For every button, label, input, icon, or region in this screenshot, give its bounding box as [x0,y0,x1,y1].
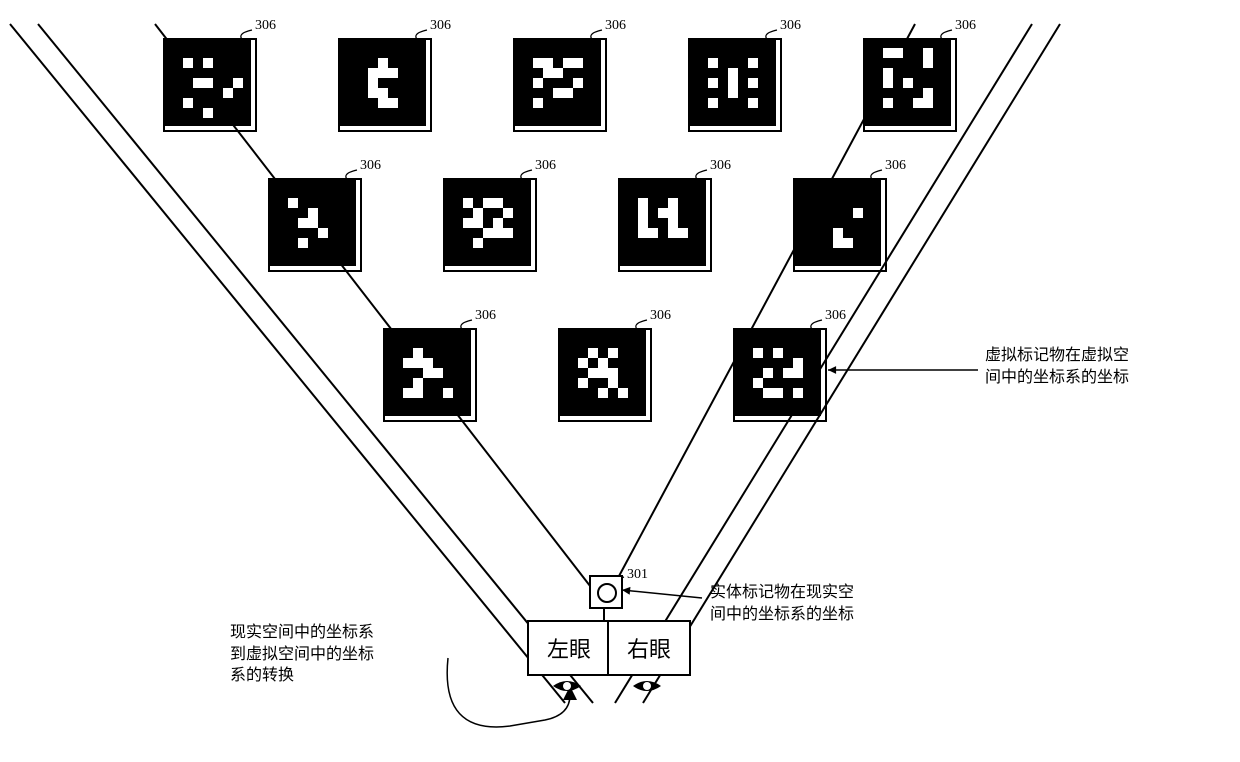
ref-label-301: 301 [627,567,648,583]
left-eye-label: 左眼 [547,632,591,664]
annotation-physical-marker: 实体标记物在现实空间中的坐标系的坐标 [710,582,900,625]
camera-lens [597,583,617,603]
ref-label-306: 306 [360,158,381,174]
left-eye-box: 左眼 [527,620,611,676]
ref-label-306: 306 [650,308,671,324]
diagram-stage: 306 306 306 306 306 306 306 306 306 306 306 306 301… [0,0,1240,762]
right-eye-box: 右眼 [607,620,691,676]
ref-label-306: 306 [780,18,801,34]
ref-label-306: 306 [475,308,496,324]
ref-label-306: 306 [825,308,846,324]
annotation-virtual-marker: 虚拟标记物在虚拟空间中的坐标系的坐标 [985,345,1175,388]
ref-label-306: 306 [430,18,451,34]
ref-label-306: 306 [955,18,976,34]
right-eye-label: 右眼 [627,632,671,664]
ref-label-306: 306 [885,158,906,174]
camera-ref-301 [589,575,623,609]
ref-label-306: 306 [535,158,556,174]
annotation-transform: 现实空间中的坐标系到虚拟空间中的坐标系的转换 [230,622,450,687]
ref-label-306: 306 [605,18,626,34]
ref-label-306: 306 [710,158,731,174]
ref-label-306: 306 [255,18,276,34]
